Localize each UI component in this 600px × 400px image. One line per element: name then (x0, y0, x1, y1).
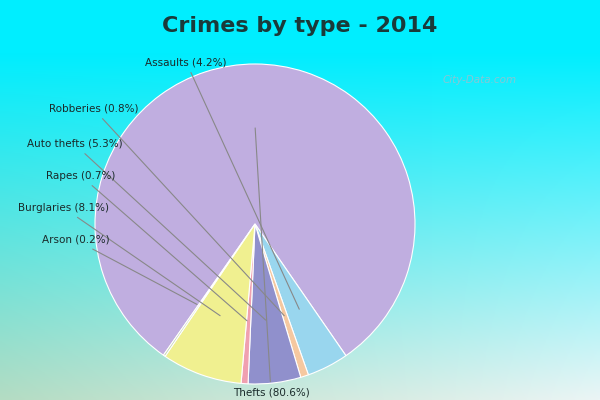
Text: Burglaries (8.1%): Burglaries (8.1%) (19, 203, 220, 316)
Wedge shape (95, 64, 415, 356)
Text: Arson (0.2%): Arson (0.2%) (42, 235, 197, 304)
Wedge shape (165, 224, 255, 383)
Text: Assaults (4.2%): Assaults (4.2%) (145, 57, 299, 309)
Text: Thefts (80.6%): Thefts (80.6%) (233, 128, 310, 397)
Bar (0, 0, 600, 52)
Wedge shape (163, 224, 255, 356)
Wedge shape (241, 224, 255, 384)
Text: Rapes (0.7%): Rapes (0.7%) (46, 171, 247, 321)
Wedge shape (255, 224, 308, 377)
Text: City-Data.com: City-Data.com (443, 75, 517, 85)
Wedge shape (248, 224, 301, 384)
Text: Crimes by type - 2014: Crimes by type - 2014 (163, 16, 437, 36)
Wedge shape (255, 224, 346, 375)
Text: Robberies (0.8%): Robberies (0.8%) (49, 104, 284, 316)
Text: Auto thefts (5.3%): Auto thefts (5.3%) (26, 139, 266, 320)
